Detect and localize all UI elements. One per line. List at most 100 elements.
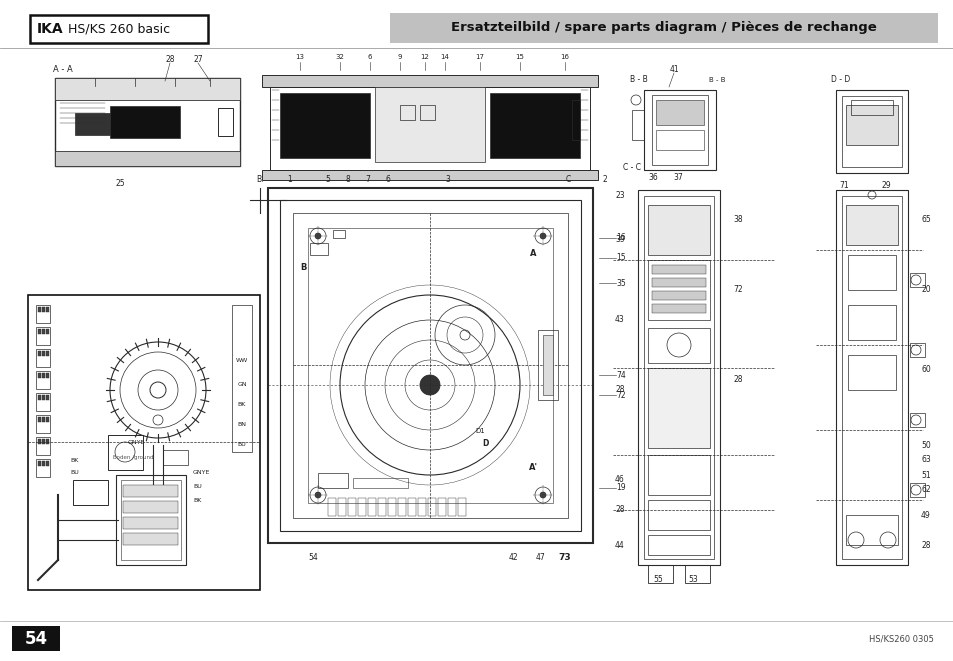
- Text: A - A: A - A: [53, 65, 72, 75]
- Text: 47: 47: [536, 553, 545, 561]
- Bar: [357, 498, 366, 516]
- Bar: [656, 100, 703, 125]
- Text: 16: 16: [616, 233, 625, 243]
- Bar: [847, 305, 895, 340]
- Text: 29: 29: [881, 180, 890, 190]
- Text: WW: WW: [235, 358, 248, 362]
- Bar: [36, 305, 50, 323]
- Bar: [572, 100, 579, 140]
- Bar: [651, 265, 705, 274]
- Text: 37: 37: [673, 173, 682, 182]
- Bar: [388, 498, 395, 516]
- Bar: [55, 151, 240, 166]
- Text: BU: BU: [70, 469, 79, 475]
- Bar: [647, 260, 709, 320]
- Bar: [55, 78, 240, 166]
- Bar: [123, 485, 178, 497]
- Bar: [38, 439, 41, 444]
- Text: 3: 3: [445, 176, 450, 184]
- Text: Ersatzteilbild / spare parts diagram / Pièces de rechange: Ersatzteilbild / spare parts diagram / P…: [451, 22, 876, 34]
- Text: 54: 54: [25, 630, 48, 648]
- Bar: [123, 501, 178, 513]
- Bar: [651, 304, 705, 313]
- Text: GNYE: GNYE: [193, 469, 211, 475]
- Bar: [643, 90, 716, 170]
- Bar: [38, 351, 41, 356]
- Text: A: A: [529, 249, 536, 258]
- Bar: [651, 278, 705, 287]
- Bar: [490, 93, 579, 158]
- Bar: [847, 355, 895, 390]
- Bar: [36, 415, 50, 433]
- Bar: [684, 565, 709, 583]
- Text: 5: 5: [325, 176, 330, 184]
- Text: 28: 28: [615, 506, 624, 514]
- Bar: [262, 170, 598, 180]
- Bar: [647, 455, 709, 495]
- Bar: [42, 395, 45, 400]
- Text: BK: BK: [70, 457, 78, 463]
- Bar: [42, 307, 45, 312]
- Text: HS/KS 260 basic: HS/KS 260 basic: [68, 22, 170, 36]
- Bar: [537, 330, 558, 400]
- Bar: [42, 329, 45, 334]
- Bar: [38, 395, 41, 400]
- Bar: [42, 439, 45, 444]
- Bar: [36, 371, 50, 389]
- Bar: [845, 105, 897, 145]
- Bar: [328, 498, 335, 516]
- Text: A': A': [528, 463, 537, 473]
- Text: 6: 6: [385, 176, 390, 184]
- Bar: [46, 417, 49, 422]
- Text: 53: 53: [687, 576, 698, 584]
- Bar: [457, 498, 465, 516]
- Bar: [280, 93, 370, 158]
- Text: 20: 20: [921, 286, 930, 295]
- Circle shape: [539, 233, 545, 239]
- Bar: [651, 291, 705, 300]
- Text: 28: 28: [733, 375, 742, 385]
- Bar: [28, 295, 260, 590]
- Bar: [417, 498, 426, 516]
- Text: 28: 28: [921, 541, 930, 549]
- Bar: [368, 498, 375, 516]
- Text: 72: 72: [616, 391, 625, 399]
- Text: 14: 14: [440, 54, 449, 60]
- Text: 28: 28: [615, 385, 624, 395]
- Text: 9: 9: [397, 54, 402, 60]
- Bar: [42, 351, 45, 356]
- Bar: [448, 498, 456, 516]
- Text: BK: BK: [193, 498, 201, 502]
- Bar: [121, 480, 181, 560]
- Circle shape: [314, 233, 320, 239]
- Text: C - C: C - C: [622, 163, 640, 173]
- Circle shape: [539, 492, 545, 498]
- Text: 73: 73: [558, 553, 571, 561]
- Bar: [841, 196, 901, 559]
- Bar: [419, 105, 435, 120]
- Text: 25: 25: [115, 180, 125, 188]
- Bar: [835, 90, 907, 173]
- Bar: [262, 75, 598, 87]
- Bar: [397, 498, 406, 516]
- Bar: [38, 307, 41, 312]
- Text: 27: 27: [193, 56, 203, 65]
- Bar: [310, 243, 328, 255]
- Bar: [847, 255, 895, 290]
- Bar: [845, 515, 897, 545]
- Text: B.: B.: [256, 176, 263, 184]
- Bar: [123, 533, 178, 545]
- Bar: [38, 329, 41, 334]
- Bar: [651, 95, 707, 165]
- Bar: [333, 230, 345, 238]
- Text: HS/KS260 0305: HS/KS260 0305: [868, 635, 933, 644]
- Bar: [38, 461, 41, 466]
- Bar: [163, 450, 188, 465]
- Bar: [647, 205, 709, 255]
- Bar: [408, 498, 416, 516]
- Text: 28: 28: [165, 56, 174, 65]
- Bar: [270, 87, 589, 170]
- Text: 35: 35: [616, 278, 625, 288]
- Bar: [656, 130, 703, 150]
- Bar: [428, 498, 436, 516]
